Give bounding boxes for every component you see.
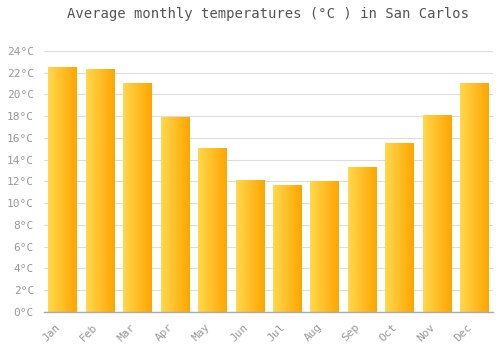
Title: Average monthly temperatures (°C ) in San Carlos: Average monthly temperatures (°C ) in Sa… xyxy=(68,7,469,21)
